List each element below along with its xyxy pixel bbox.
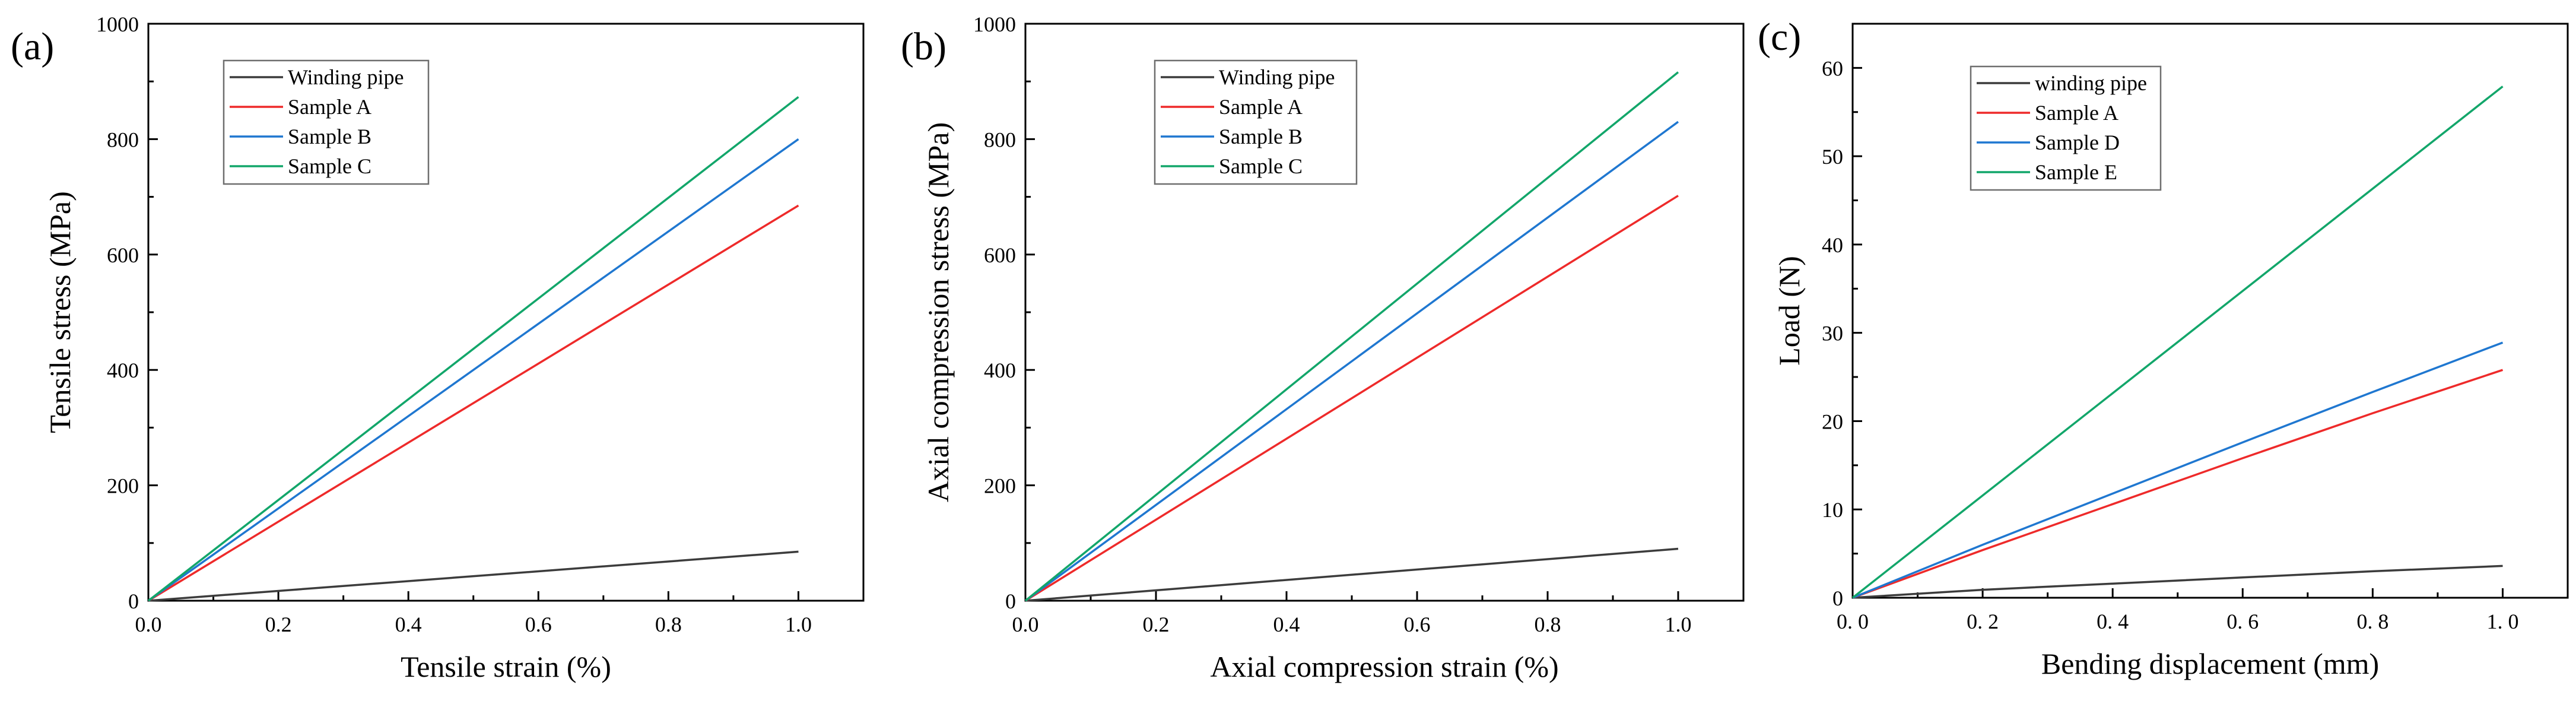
x-tick-label: 0.6 (1404, 613, 1431, 636)
x-tick-label: 0. 6 (2226, 610, 2259, 633)
series-line-winding-pipe (1852, 565, 2503, 599)
legend-label-winding-pipe: winding pipe (2035, 71, 2147, 95)
y-tick-label: 0 (1005, 589, 1016, 613)
legend-label-winding-pipe: Winding pipe (288, 65, 404, 89)
legend-label-sample-a: Sample A (288, 95, 371, 119)
series-line-sample-a (1025, 195, 1679, 602)
y-axis-title: Load (N) (1773, 256, 1806, 366)
legend-label-sample-c: Sample C (288, 154, 371, 178)
legend-label-sample-d: Sample D (2035, 131, 2120, 154)
x-tick-label: 1.0 (1665, 613, 1692, 636)
panel-c: 0. 0 0. 2 0. 4 0. 6 0. 8 1. 0 0 10 20 30 40 50 60 Ben… (1758, 15, 2569, 680)
y-tick-label: 600 (984, 243, 1016, 267)
x-tick-label: 0.2 (1143, 613, 1170, 636)
series-line-sample-b (147, 138, 799, 602)
x-axis-title: Axial compression strain (%) (1210, 650, 1558, 683)
x-axis-title: Tensile strain (%) (401, 650, 611, 683)
y-tick-label: 20 (1822, 410, 1843, 433)
legend-label-winding-pipe: Winding pipe (1219, 65, 1335, 89)
series-line-sample-d (1852, 341, 2504, 599)
x-tick-label: 1.0 (785, 613, 812, 636)
legend-box (223, 59, 430, 185)
y-tick-label: 60 (1822, 56, 1843, 80)
x-tick-label: 0.8 (1535, 613, 1561, 636)
x-tick-label: 0.0 (135, 613, 162, 636)
y-axis-title: Tensile stress (MPa) (43, 191, 77, 433)
y-tick-label: 1000 (96, 12, 139, 36)
y-tick-label: 200 (107, 474, 139, 498)
legend-label-sample-c: Sample C (1219, 154, 1303, 178)
series-line-winding-pipe (148, 550, 799, 602)
x-tick-label: 0.8 (655, 613, 682, 636)
series-line-sample-c (147, 96, 799, 602)
x-axis-title: Bending displacement (mm) (2041, 647, 2379, 680)
x-tick-label: 0. 4 (2097, 610, 2129, 633)
y-tick-label: 0 (128, 589, 139, 613)
series-line-sample-a (148, 204, 799, 602)
y-tick-label: 0 (1832, 586, 1843, 610)
x-tick-label: 0.4 (395, 613, 422, 636)
y-tick-label: 800 (107, 128, 139, 151)
legend: winding pipe Sample A Sample D Sample E (1970, 65, 2162, 191)
x-tick-label: 0. 0 (1837, 610, 1869, 633)
x-tick-label: 0.0 (1012, 613, 1039, 636)
y-tick-label: 10 (1822, 498, 1843, 522)
y-tick-label: 40 (1822, 233, 1843, 257)
y-tick-label: 30 (1822, 322, 1843, 345)
y-tick-label: 400 (107, 359, 139, 382)
legend-box (1154, 59, 1358, 185)
series-line-sample-b (1024, 120, 1679, 602)
legend-label-sample-a: Sample A (1219, 95, 1303, 119)
y-tick-label: 1000 (973, 12, 1016, 36)
y-tick-label: 800 (984, 128, 1016, 151)
series-line-sample-e (1851, 85, 2504, 599)
legend: Winding pipe Sample A Sample B Sample C (223, 59, 430, 185)
legend-box (1970, 65, 2162, 191)
y-tick-label: 600 (107, 243, 139, 267)
x-tick-label: 0.2 (265, 613, 292, 636)
y-tick-label: 50 (1822, 145, 1843, 169)
y-tick-label: 200 (984, 474, 1016, 498)
x-tick-label: 0.4 (1273, 613, 1300, 636)
series-line-sample-c (1024, 71, 1679, 602)
legend-label-sample-a: Sample A (2035, 101, 2118, 125)
panel-label: (a) (11, 25, 54, 68)
panel-b: 0.0 0.2 0.4 0.6 0.8 1.0 0 200 400 600 800 1000 Axial… (901, 12, 1745, 683)
legend: Winding pipe Sample A Sample B Sample C (1154, 59, 1358, 185)
panel-a: 0.0 0.2 0.4 0.6 0.8 1.0 0 200 400 600 800 1000 Tensi… (11, 12, 865, 683)
x-tick-label: 1. 0 (2486, 610, 2518, 633)
x-tick-label: 0.6 (525, 613, 552, 636)
series-line-winding-pipe (1025, 547, 1679, 602)
legend-label-sample-b: Sample B (1219, 125, 1303, 148)
x-tick-label: 0. 2 (1967, 610, 1999, 633)
x-tick-label: 0. 8 (2356, 610, 2388, 633)
series-line-sample-a (1852, 369, 2504, 599)
y-axis-title: Axial compression stress (MPa) (922, 122, 955, 502)
legend-label-sample-b: Sample B (288, 125, 371, 148)
panel-label: (b) (901, 25, 946, 68)
plot-frame (1851, 23, 2569, 599)
legend-label-sample-e: Sample E (2035, 160, 2117, 184)
panel-label: (c) (1758, 15, 1801, 59)
y-tick-label: 400 (984, 359, 1016, 382)
